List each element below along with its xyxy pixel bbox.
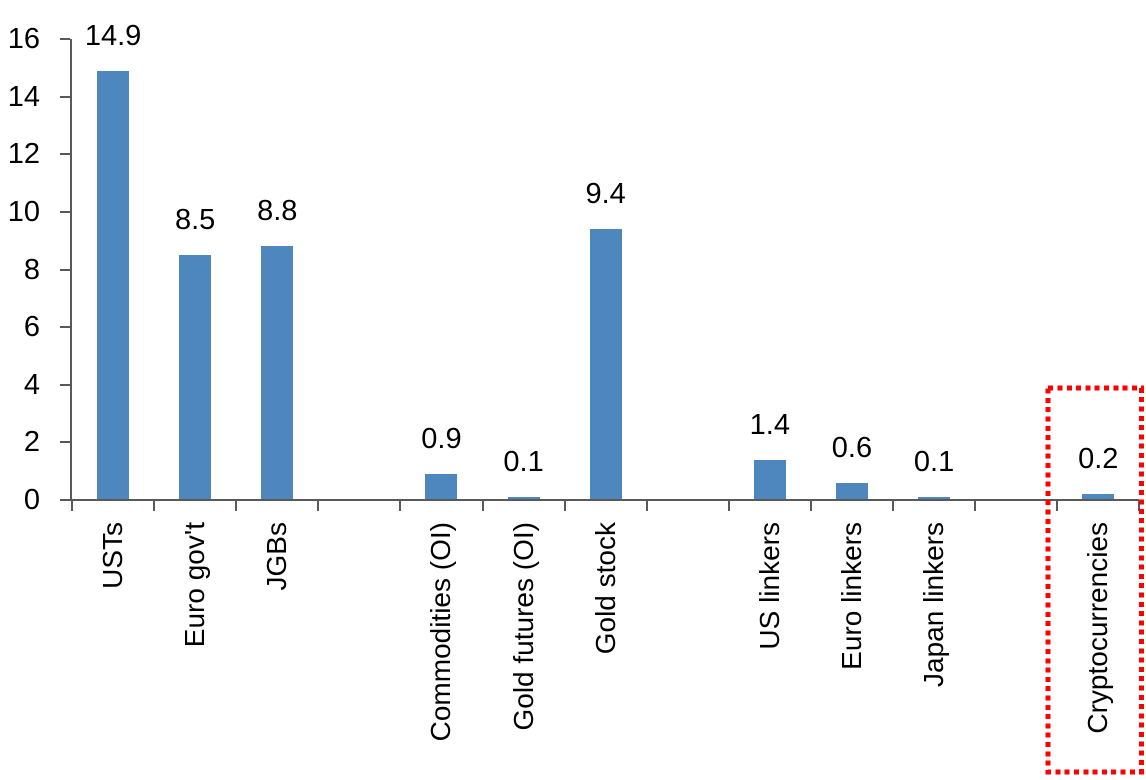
category-label-euro-gov-t: Euro gov't (179, 522, 211, 648)
x-axis-tick (1138, 500, 1141, 511)
bar-jgbs (261, 246, 294, 500)
bar-japan-linkers (918, 497, 951, 500)
y-axis-tick-label: 8 (23, 253, 40, 286)
x-axis-tick (399, 500, 402, 511)
y-axis-tick-label: 4 (23, 368, 40, 401)
category-label-gold-futures-oi: Gold futures (OI) (507, 522, 539, 731)
x-axis-tick (645, 500, 648, 511)
x-axis-tick (892, 500, 894, 511)
bar-usts (97, 71, 130, 500)
value-label-gold-stock: 9.4 (585, 178, 626, 210)
value-label-commodities-oi: 0.9 (421, 423, 462, 455)
x-axis-tick (153, 500, 156, 511)
bar-euro-gov-t (179, 255, 212, 500)
y-axis-tick-label: 14 (7, 80, 40, 113)
bar-gold-futures-oi (507, 497, 540, 500)
x-axis-tick (481, 500, 484, 511)
x-axis-tick (71, 500, 73, 511)
x-axis-tick (809, 500, 812, 511)
x-axis-tick (235, 500, 238, 511)
bar-gold-stock (589, 229, 622, 500)
bar-us-linkers (753, 460, 786, 500)
value-label-euro-gov-t: 8.5 (174, 204, 216, 236)
bar-commodities-oi (425, 474, 458, 500)
x-axis-tick (727, 500, 730, 511)
y-axis-tick-label: 0 (23, 484, 40, 516)
y-axis-tick (60, 95, 70, 98)
y-axis-tick-label: 2 (23, 426, 40, 459)
category-label-euro-linkers: Euro linkers (835, 522, 867, 670)
y-axis-tick-label: 16 (7, 23, 40, 56)
value-label-japan-linkers: 0.1 (913, 446, 955, 478)
category-label-cryptocurrencies: Cryptocurrencies (1082, 522, 1114, 734)
y-axis-tick (60, 383, 70, 386)
x-axis-tick (563, 500, 566, 511)
category-label-us-linkers: US linkers (753, 522, 785, 650)
value-label-us-linkers: 1.4 (749, 409, 791, 441)
bar-euro-linkers (835, 483, 868, 500)
category-label-usts: USTs (97, 522, 129, 589)
y-axis-tick (60, 153, 70, 156)
y-axis-tick-label: 10 (7, 195, 40, 228)
value-label-jgbs: 8.8 (257, 195, 298, 227)
y-axis-tick (60, 326, 70, 329)
x-axis-line (62, 499, 1140, 501)
y-axis-tick-label: 6 (23, 311, 40, 344)
y-axis-tick-label: 12 (7, 138, 40, 171)
y-axis-tick (60, 441, 70, 444)
category-label-commodities-oi: Commodities (OI) (425, 522, 457, 742)
category-label-gold-stock: Gold stock (589, 522, 621, 655)
value-label-usts: 14.9 (84, 20, 142, 52)
x-axis-tick (1056, 500, 1059, 511)
y-axis-tick (60, 499, 70, 501)
value-label-gold-futures-oi: 0.1 (503, 446, 544, 478)
value-label-euro-linkers: 0.6 (831, 432, 873, 464)
x-axis-tick (974, 500, 977, 511)
value-label-cryptocurrencies: 0.2 (1078, 443, 1119, 475)
category-label-jgbs: JGBs (261, 522, 293, 591)
y-axis-tick (60, 38, 70, 41)
category-label-japan-linkers: Japan linkers (918, 522, 950, 687)
y-axis-tick (60, 210, 70, 213)
y-axis-line (70, 39, 72, 500)
x-axis-tick (317, 500, 320, 511)
y-axis-tick (60, 268, 70, 271)
